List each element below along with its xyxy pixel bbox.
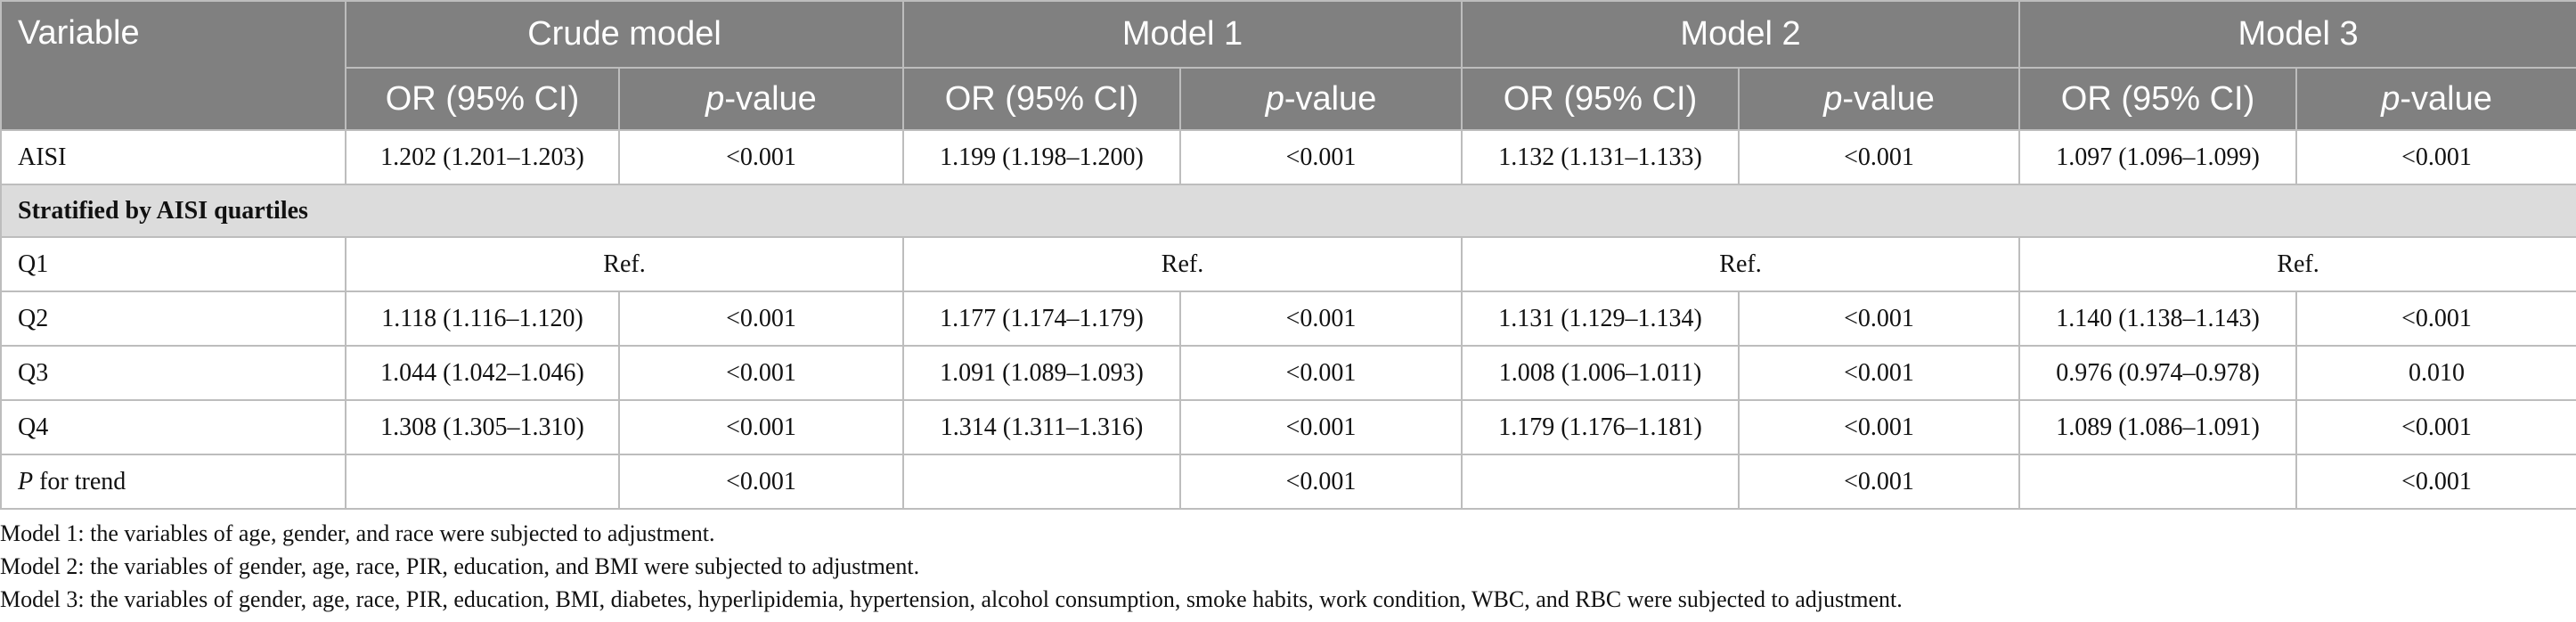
header-model-2: Model 2 bbox=[1461, 0, 2021, 69]
table-row-aisi: AISI 1.202 (1.201–1.203) <0.001 1.199 (1… bbox=[0, 129, 2576, 185]
p-cell: <0.001 bbox=[1738, 399, 2021, 455]
p-cell: <0.001 bbox=[1178, 291, 1463, 347]
or-cell: 1.091 (1.089–1.093) bbox=[902, 345, 1181, 401]
or-cell: 1.140 (1.138–1.143) bbox=[2018, 291, 2298, 347]
p-cell: <0.001 bbox=[1738, 291, 2021, 347]
table-row-q2: Q2 1.118 (1.116–1.120) <0.001 1.177 (1.1… bbox=[0, 291, 2576, 347]
or-cell: 1.308 (1.305–1.310) bbox=[345, 399, 620, 455]
or-cell: 1.177 (1.174–1.179) bbox=[902, 291, 1181, 347]
p-cell: <0.001 bbox=[618, 291, 904, 347]
p-cell: <0.001 bbox=[1738, 345, 2021, 401]
p-cell: <0.001 bbox=[1178, 129, 1463, 185]
table-row-q3: Q3 1.044 (1.042–1.046) <0.001 1.091 (1.0… bbox=[0, 345, 2576, 401]
ref-cell: Ref. bbox=[345, 236, 904, 292]
header-or-ci: OR (95% CI) bbox=[902, 67, 1181, 131]
p-cell: <0.001 bbox=[1738, 129, 2021, 185]
header-or-ci: OR (95% CI) bbox=[2018, 67, 2298, 131]
row-label: Q4 bbox=[0, 399, 346, 455]
results-table: Variable Crude model Model 1 Model 2 Mod… bbox=[0, 0, 2576, 510]
row-label: Q1 bbox=[0, 236, 346, 292]
or-cell: 1.089 (1.086–1.091) bbox=[2018, 399, 2298, 455]
p-cell: <0.001 bbox=[618, 129, 904, 185]
or-cell: 1.008 (1.006–1.011) bbox=[1461, 345, 1740, 401]
header-p-value: p-value bbox=[1178, 67, 1463, 131]
p-cell: <0.001 bbox=[1178, 454, 1463, 510]
table-header: Variable Crude model Model 1 Model 2 Mod… bbox=[0, 0, 2576, 131]
p-cell: <0.001 bbox=[618, 454, 904, 510]
or-cell: 1.202 (1.201–1.203) bbox=[345, 129, 620, 185]
p-cell: <0.001 bbox=[2295, 399, 2576, 455]
p-cell: <0.001 bbox=[618, 345, 904, 401]
table-row-q4: Q4 1.308 (1.305–1.310) <0.001 1.314 (1.3… bbox=[0, 399, 2576, 455]
or-cell: 1.044 (1.042–1.046) bbox=[345, 345, 620, 401]
or-cell bbox=[1461, 454, 1740, 510]
header-p-value: p-value bbox=[2295, 67, 2576, 131]
p-cell: <0.001 bbox=[1738, 454, 2021, 510]
row-label: Q3 bbox=[0, 345, 346, 401]
footnote-model-2: Model 2: the variables of gender, age, r… bbox=[0, 553, 920, 579]
p-cell: <0.001 bbox=[1178, 399, 1463, 455]
or-cell: 1.118 (1.116–1.120) bbox=[345, 291, 620, 347]
header-or-ci: OR (95% CI) bbox=[1461, 67, 1740, 131]
or-cell: 0.976 (0.974–0.978) bbox=[2018, 345, 2298, 401]
p-cell: <0.001 bbox=[2295, 129, 2576, 185]
ref-cell: Ref. bbox=[2018, 236, 2576, 292]
header-p-value: p-value bbox=[1738, 67, 2021, 131]
or-cell bbox=[902, 454, 1181, 510]
ref-cell: Ref. bbox=[901, 236, 1463, 292]
row-label: Q2 bbox=[0, 291, 346, 347]
or-cell: 1.199 (1.198–1.200) bbox=[902, 129, 1181, 185]
row-label: AISI bbox=[0, 129, 346, 185]
header-crude-model: Crude model bbox=[345, 0, 904, 69]
or-cell: 1.314 (1.311–1.316) bbox=[902, 399, 1181, 455]
section-label: Stratified by AISI quartiles bbox=[0, 184, 2576, 238]
p-cell: <0.001 bbox=[1178, 345, 1463, 401]
or-cell: 1.132 (1.131–1.133) bbox=[1461, 129, 1740, 185]
table-row-q1: Q1 Ref. Ref. Ref. Ref. bbox=[0, 236, 2576, 292]
or-cell bbox=[345, 454, 620, 510]
header-model-3: Model 3 bbox=[2018, 0, 2576, 69]
p-cell: <0.001 bbox=[2295, 454, 2576, 510]
ref-cell: Ref. bbox=[1461, 236, 2021, 292]
table-body: AISI 1.202 (1.201–1.203) <0.001 1.199 (1… bbox=[0, 129, 2576, 510]
p-cell: 0.010 bbox=[2295, 345, 2576, 401]
section-row: Stratified by AISI quartiles bbox=[0, 184, 2576, 238]
table-footnotes: Model 1: the variables of age, gender, a… bbox=[0, 517, 1903, 616]
or-cell bbox=[2018, 454, 2298, 510]
p-cell: <0.001 bbox=[2295, 291, 2576, 347]
footnote-model-3: Model 3: the variables of gender, age, r… bbox=[0, 586, 1903, 612]
table-row-trend: P for trend <0.001 <0.001 <0.001 <0.001 bbox=[0, 454, 2576, 510]
header-or-ci: OR (95% CI) bbox=[345, 67, 620, 131]
p-cell: <0.001 bbox=[618, 399, 904, 455]
header-p-value: p-value bbox=[618, 67, 904, 131]
header-variable: Variable bbox=[0, 0, 346, 131]
or-cell: 1.131 (1.129–1.134) bbox=[1461, 291, 1740, 347]
row-label: P for trend bbox=[0, 454, 346, 510]
header-model-1: Model 1 bbox=[901, 0, 1463, 69]
or-cell: 1.179 (1.176–1.181) bbox=[1461, 399, 1740, 455]
or-cell: 1.097 (1.096–1.099) bbox=[2018, 129, 2298, 185]
footnote-model-1: Model 1: the variables of age, gender, a… bbox=[0, 520, 715, 546]
